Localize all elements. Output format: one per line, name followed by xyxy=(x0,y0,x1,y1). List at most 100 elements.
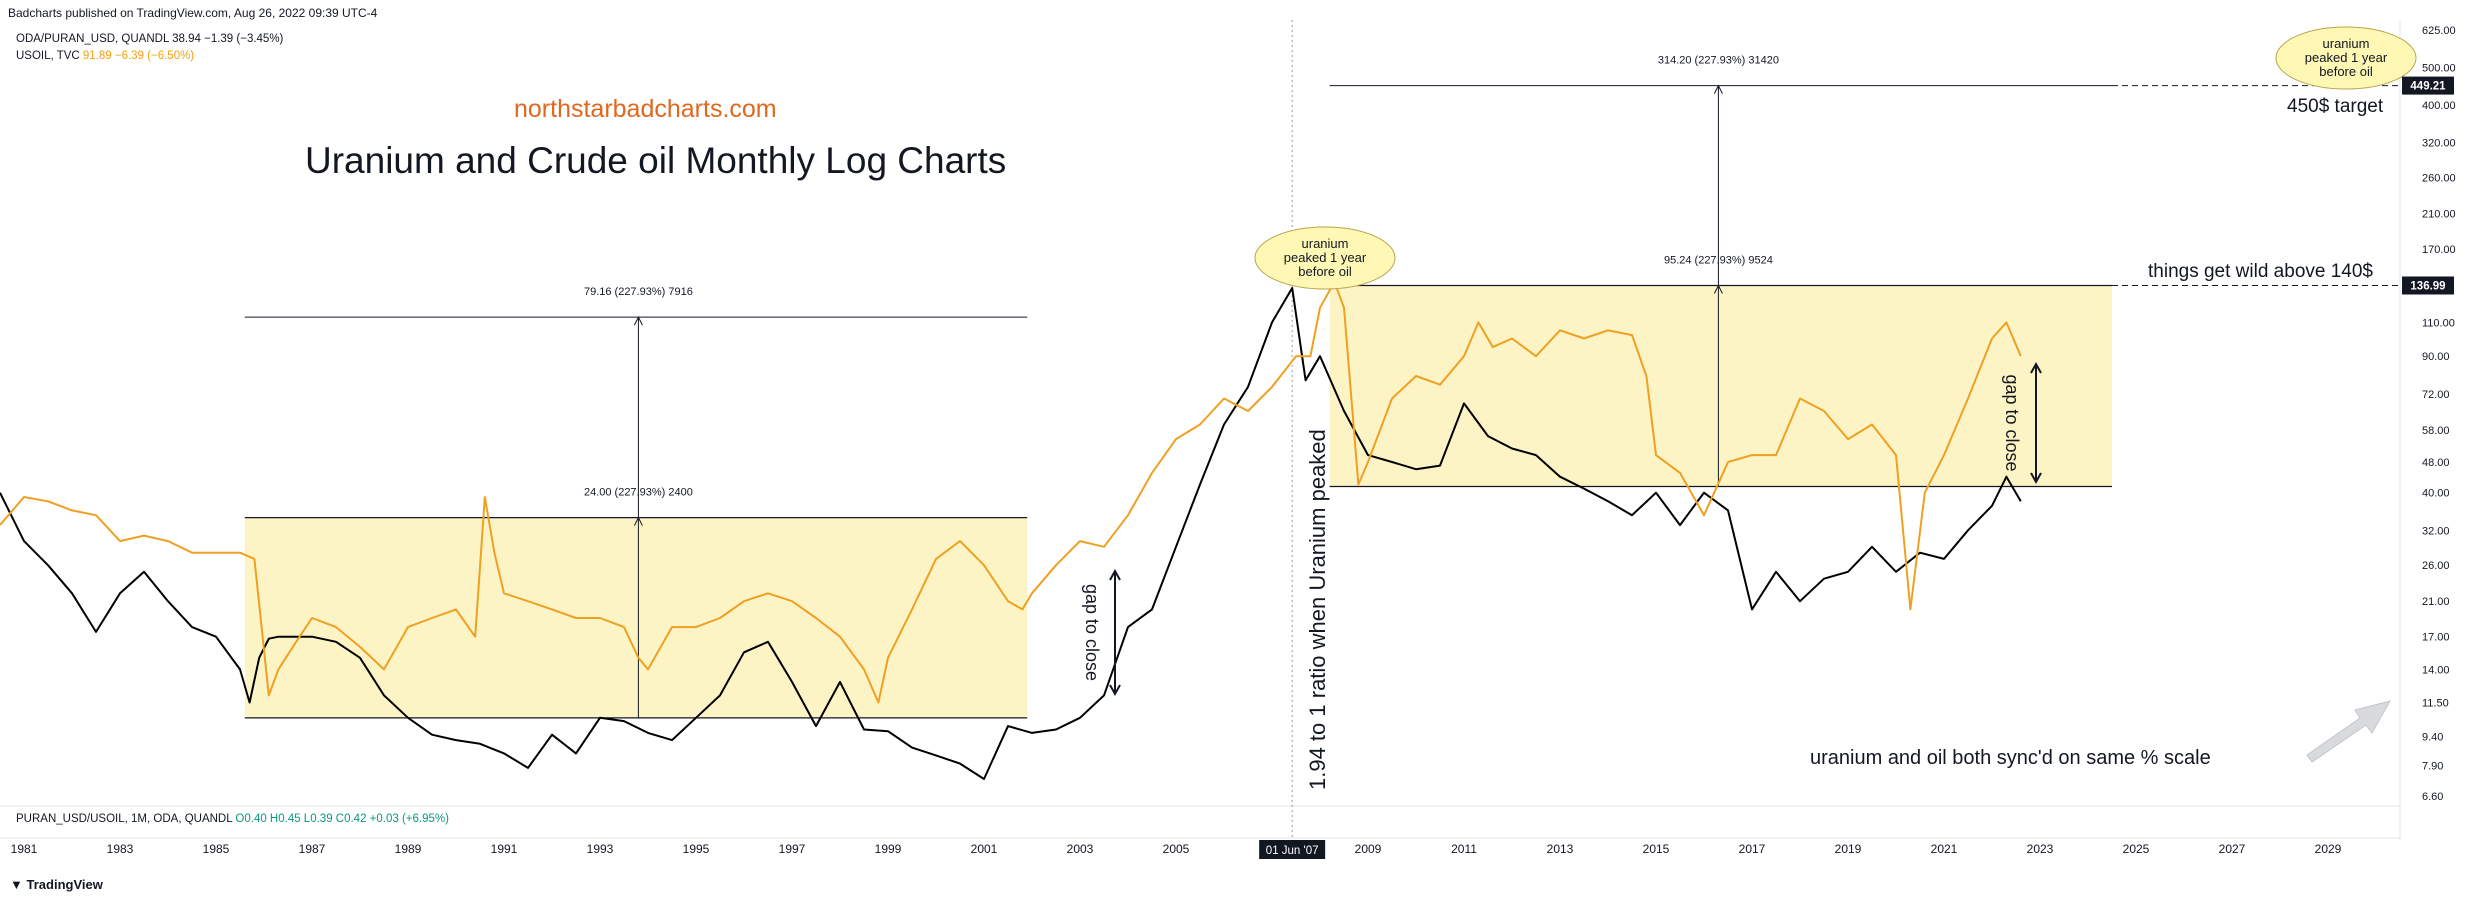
target-note: 450$ target xyxy=(2287,96,2384,117)
peak-note-left-line-2: peaked 1 year xyxy=(1284,250,1367,265)
y-tick-label: 500.00 xyxy=(2422,63,2456,75)
tv-logo-icon: ▼ xyxy=(10,877,23,892)
oil-series-line xyxy=(0,280,2022,704)
sync-note: uranium and oil both sync'd on same % sc… xyxy=(1810,747,2211,769)
y-tick-label: 625.00 xyxy=(2422,25,2456,37)
peak-note-left-line-1: uranium xyxy=(1302,236,1349,251)
x-tick-label: 2029 xyxy=(2315,842,2342,856)
y-tick-label: 90.00 xyxy=(2422,351,2450,363)
x-tick-label: 2013 xyxy=(1547,842,1574,856)
measure-arrowhead-3 xyxy=(1713,84,1723,94)
x-tick-label: 1987 xyxy=(299,842,326,856)
peak-note-right-line-3: before oil xyxy=(2319,64,2373,79)
x-tick-label: 2001 xyxy=(971,842,998,856)
crosshair-date-box xyxy=(1259,840,1326,859)
y-tick-label: 40.00 xyxy=(2422,488,2450,500)
x-tick-label: 2005 xyxy=(1163,842,1190,856)
x-tick-label: 2027 xyxy=(2219,842,2246,856)
x-tick-label: 2023 xyxy=(2027,842,2054,856)
ratio-note: 1.94 to 1 ratio when Uranium peaked xyxy=(1305,429,1330,790)
measure-label-2: 24.00 (227.93%) 2400 xyxy=(584,487,693,499)
price-label-2: 136.99 xyxy=(2410,280,2445,292)
gap-left-head-top xyxy=(1109,568,1121,581)
x-tick-label: 2015 xyxy=(1643,842,1670,856)
measure-arrowhead-4 xyxy=(1713,284,1723,294)
x-tick-label: 2003 xyxy=(1067,842,1094,856)
legend-oil-name: USOIL, TVC xyxy=(16,50,83,62)
y-tick-label: 48.00 xyxy=(2422,457,2450,469)
gap-left-label: gap to close xyxy=(1082,584,1102,681)
legend-oil-values: 91.89 −6.39 (−6.50%) xyxy=(82,50,195,62)
measure-arrowhead-1 xyxy=(633,316,643,326)
x-tick-label: 2009 xyxy=(1355,842,1382,856)
x-tick-label: 1997 xyxy=(779,842,806,856)
y-tick-label: 72.00 xyxy=(2422,389,2450,401)
x-tick-label: 1995 xyxy=(683,842,710,856)
range-band-2 xyxy=(1329,285,2112,487)
y-tick-label: 21.00 xyxy=(2422,596,2450,608)
crosshair-date-label: 01 Jun '07 xyxy=(1266,845,1319,857)
y-tick-label: 32.00 xyxy=(2422,525,2450,537)
y-tick-label: 7.90 xyxy=(2422,761,2443,773)
gap-right-label: gap to close xyxy=(2002,374,2022,471)
y-tick-label: 260.00 xyxy=(2422,173,2456,185)
y-tick-label: 170.00 xyxy=(2422,244,2456,256)
peak-note-left-line-3: before oil xyxy=(1298,264,1352,279)
legend-oil[interactable]: USOIL, TVC 91.89 −6.39 (−6.50%) xyxy=(16,50,194,62)
price-label-1: 449.21 xyxy=(2410,81,2446,93)
peak-note-left-ellipse xyxy=(1254,226,1396,290)
series-lines xyxy=(0,280,2022,780)
x-tick-label: 1991 xyxy=(491,842,518,856)
legend-ratio-name: PURAN_USD/USOIL, 1M, ODA, QUANDL xyxy=(16,813,236,825)
x-tick-label: 1983 xyxy=(107,842,134,856)
x-tick-label: 2019 xyxy=(1835,842,1862,856)
y-tick-label: 6.60 xyxy=(2422,791,2443,803)
tradingview-logo[interactable]: ▼ TradingView xyxy=(10,877,103,892)
price-label-box-1 xyxy=(2402,76,2454,95)
y-tick-label: 11.50 xyxy=(2422,698,2449,710)
x-tick-label: 1993 xyxy=(587,842,614,856)
x-tick-label: 2017 xyxy=(1739,842,1766,856)
x-tick-label: 1989 xyxy=(395,842,422,856)
price-axis: 625.00 500.00 400.00 320.00 260.00 210.00 170.… xyxy=(2402,25,2456,803)
time-axis: 1981 1983 1985 1987 1989 1991 1993 1995 1997 1999… xyxy=(11,840,2342,859)
y-tick-label: 320.00 xyxy=(2422,138,2456,150)
y-tick-label: 110.00 xyxy=(2422,317,2455,329)
measurement-tools: 79.16 (227.93%) 7916 24.00 (227.93%) 2400… xyxy=(584,55,1779,718)
wild-note: things get wild above 140$ xyxy=(2148,261,2373,282)
y-tick-label: 400.00 xyxy=(2422,100,2456,112)
chart-title: Uranium and Crude oil Monthly Log Charts xyxy=(305,140,1007,181)
x-tick-label: 2021 xyxy=(1931,842,1958,856)
gap-right-head-bottom xyxy=(2030,472,2042,485)
peak-note-right-ellipse xyxy=(2275,26,2417,90)
price-axis-bg xyxy=(2400,20,2474,840)
x-tick-label: 1981 xyxy=(11,842,38,856)
range-band-1 xyxy=(244,517,1028,718)
x-tick-label: 2011 xyxy=(1451,842,1477,856)
y-tick-label: 17.00 xyxy=(2422,632,2450,644)
measure-label-4: 95.24 (227.93%) 9524 xyxy=(1664,254,1773,266)
y-tick-label: 14.00 xyxy=(2422,664,2450,676)
x-tick-label: 1985 xyxy=(203,842,230,856)
publisher-line: Badcharts published on TradingView.com, … xyxy=(8,6,378,20)
measure-label-3: 314.20 (227.93%) 31420 xyxy=(1658,55,1779,67)
legend-ratio[interactable]: PURAN_USD/USOIL, 1M, ODA, QUANDL O0.40 H… xyxy=(16,813,449,825)
sync-arrow xyxy=(2306,700,2392,763)
range-bands xyxy=(244,284,2112,719)
gap-left-head-bottom xyxy=(1109,684,1121,697)
peak-note-right-line-1: uranium xyxy=(2323,36,2370,51)
legend-uranium[interactable]: ODA/PURAN_USD, QUANDL 38.94 −1.39 (−3.45… xyxy=(16,33,284,45)
measure-arrowhead-2 xyxy=(633,516,643,526)
uranium-series-line xyxy=(0,287,2022,780)
peak-note-right-line-2: peaked 1 year xyxy=(2305,50,2388,65)
gap-right-head-top xyxy=(2030,361,2042,374)
legend-ratio-values: O0.40 H0.45 L0.39 C0.42 +0.03 (+6.95%) xyxy=(235,813,449,825)
y-tick-label: 9.40 xyxy=(2422,731,2443,743)
tv-logo-text: TradingView xyxy=(26,877,103,892)
x-tick-label: 2025 xyxy=(2123,842,2150,856)
x-tick-label: 1999 xyxy=(875,842,902,856)
website-label: northstarbadcharts.com xyxy=(514,95,777,123)
